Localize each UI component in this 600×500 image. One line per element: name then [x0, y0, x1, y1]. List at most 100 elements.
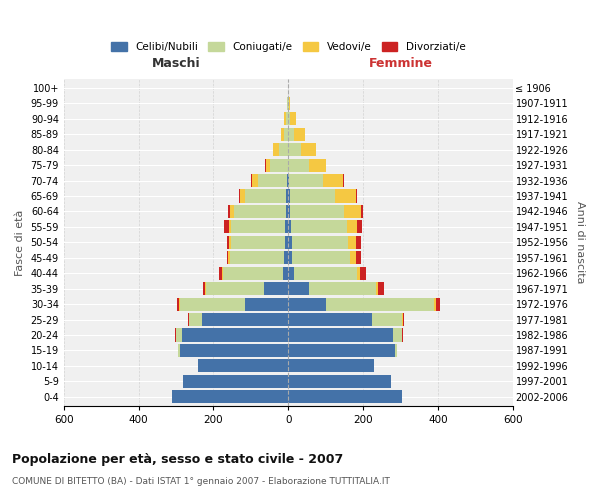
Bar	[231, 236, 285, 249]
Bar	[288, 251, 292, 264]
Bar	[205, 282, 206, 295]
Bar	[288, 174, 289, 187]
Bar	[229, 236, 231, 249]
Text: COMUNE DI BITETTO (BA) - Dati ISTAT 1° gennaio 2007 - Elaborazione TUTTITALIA.IT: COMUNE DI BITETTO (BA) - Dati ISTAT 1° g…	[12, 478, 390, 486]
Bar	[288, 205, 290, 218]
Bar	[395, 344, 397, 357]
Bar	[257, 174, 287, 187]
Bar	[288, 298, 326, 310]
Bar	[286, 205, 288, 218]
Bar	[294, 128, 305, 141]
Bar	[286, 112, 288, 126]
Bar	[309, 282, 376, 295]
Bar	[373, 313, 403, 326]
Bar	[285, 236, 288, 249]
Bar	[269, 158, 288, 172]
Legend: Celibi/Nubili, Coniugati/e, Vedovi/e, Divorziati/e: Celibi/Nubili, Coniugati/e, Vedovi/e, Di…	[107, 38, 470, 56]
Bar	[348, 236, 356, 249]
Bar	[356, 236, 361, 249]
Text: Femmine: Femmine	[368, 57, 433, 70]
Bar	[344, 205, 361, 218]
Bar	[180, 344, 288, 357]
Bar	[356, 251, 361, 264]
Bar	[288, 236, 292, 249]
Bar	[347, 220, 356, 234]
Bar	[290, 112, 296, 126]
Bar	[176, 328, 182, 342]
Bar	[283, 266, 288, 280]
Bar	[266, 158, 269, 172]
Bar	[290, 205, 344, 218]
Bar	[229, 220, 231, 234]
Bar	[323, 174, 343, 187]
Text: Maschi: Maschi	[152, 57, 200, 70]
Bar	[350, 251, 356, 264]
Bar	[175, 328, 176, 342]
Bar	[287, 174, 288, 187]
Bar	[285, 220, 288, 234]
Bar	[356, 220, 362, 234]
Bar	[264, 282, 288, 295]
Bar	[284, 251, 288, 264]
Bar	[436, 298, 440, 310]
Bar	[245, 298, 288, 310]
Bar	[199, 360, 288, 372]
Bar	[361, 266, 366, 280]
Bar	[223, 266, 283, 280]
Bar	[288, 266, 294, 280]
Bar	[206, 282, 264, 295]
Bar	[189, 313, 202, 326]
Bar	[288, 374, 391, 388]
Bar	[356, 190, 358, 202]
Bar	[294, 266, 358, 280]
Bar	[288, 313, 373, 326]
Bar	[288, 360, 374, 372]
Bar	[245, 190, 286, 202]
Bar	[177, 298, 179, 310]
Bar	[231, 220, 285, 234]
Bar	[265, 158, 266, 172]
Bar	[288, 220, 291, 234]
Bar	[178, 344, 180, 357]
Bar	[184, 374, 288, 388]
Bar	[378, 282, 383, 295]
Bar	[219, 266, 222, 280]
Bar	[284, 112, 286, 126]
Bar	[288, 390, 403, 404]
Bar	[229, 205, 230, 218]
Bar	[288, 158, 309, 172]
Bar	[288, 190, 290, 202]
Bar	[289, 97, 290, 110]
Bar	[393, 328, 403, 342]
Bar	[229, 251, 230, 264]
Bar	[288, 282, 309, 295]
Bar	[288, 344, 395, 357]
Bar	[301, 143, 316, 156]
Bar	[251, 174, 252, 187]
Bar	[288, 143, 301, 156]
Bar	[290, 190, 335, 202]
Bar	[180, 298, 245, 310]
Bar	[403, 313, 404, 326]
Bar	[288, 128, 294, 141]
Bar	[239, 190, 245, 202]
Bar	[289, 174, 323, 187]
Bar	[434, 298, 436, 310]
Bar	[182, 328, 288, 342]
Bar	[326, 298, 434, 310]
Bar	[203, 282, 205, 295]
Bar	[361, 205, 363, 218]
Bar	[222, 266, 223, 280]
Bar	[309, 158, 326, 172]
Bar	[227, 236, 229, 249]
Bar	[292, 251, 350, 264]
Bar	[287, 97, 288, 110]
Bar	[179, 298, 180, 310]
Bar	[376, 282, 378, 295]
Bar	[234, 205, 286, 218]
Bar	[288, 97, 289, 110]
Bar	[288, 112, 290, 126]
Bar	[343, 174, 344, 187]
Bar	[358, 266, 361, 280]
Bar	[252, 174, 257, 187]
